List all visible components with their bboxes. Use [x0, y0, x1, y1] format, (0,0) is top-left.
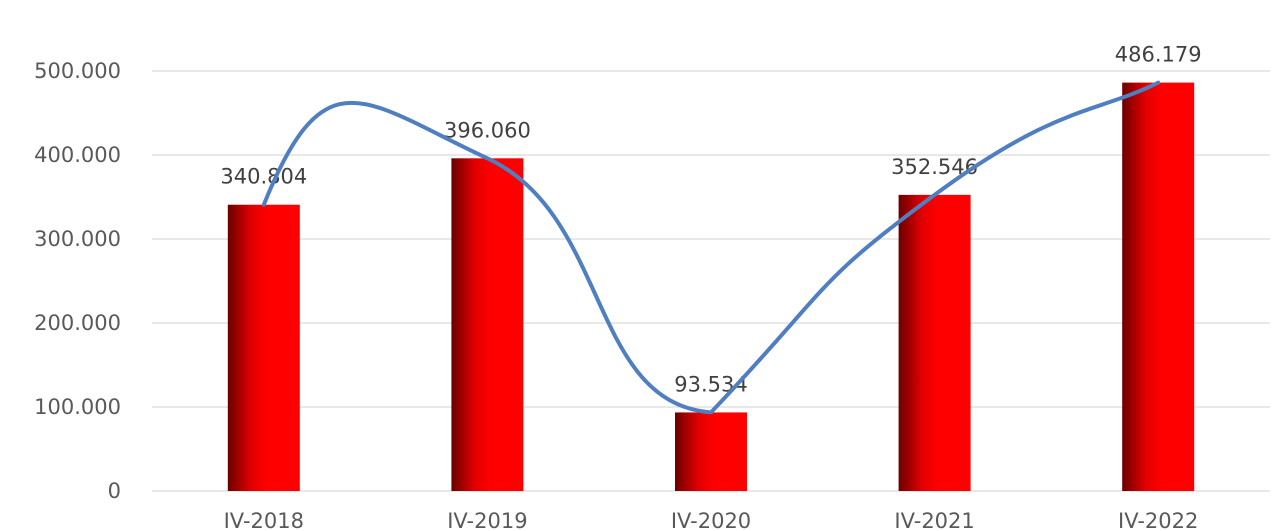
y-tick-label: 0 [108, 479, 121, 503]
x-tick-label: IV-2022 [1118, 509, 1198, 531]
y-tick-label: 300.000 [34, 227, 121, 251]
data-label: 340.804 [220, 165, 307, 189]
x-tick-label: IV-2018 [224, 509, 304, 531]
x-axis: IV-2018 IV-2019 IV-2020 IV-2021 IV-2022 [224, 509, 1199, 531]
data-label: 486.179 [1115, 43, 1202, 67]
y-tick-label: 200.000 [34, 311, 121, 335]
x-tick-label: IV-2021 [894, 509, 974, 531]
bars [227, 82, 1195, 491]
bar-iv-2021 [898, 194, 971, 491]
bar-iv-2019 [451, 158, 524, 491]
bar-iv-2020 [675, 412, 747, 491]
trend-line-layer [261, 80, 1161, 415]
y-tick-label: 100.000 [34, 395, 121, 419]
x-tick-label: IV-2019 [447, 509, 527, 531]
x-tick-label: IV-2020 [671, 509, 751, 531]
bar-iv-2018 [227, 204, 300, 491]
data-label: 396.060 [444, 118, 531, 142]
grid-lines [152, 70, 1270, 492]
y-tick-label: 400.000 [34, 143, 121, 167]
y-tick-label: 500.000 [34, 59, 121, 83]
y-axis: 0 100.000 200.000 300.000 400.000 500.000 [34, 59, 121, 503]
bar-iv-2022 [1122, 82, 1195, 491]
trend-line [261, 80, 1161, 415]
